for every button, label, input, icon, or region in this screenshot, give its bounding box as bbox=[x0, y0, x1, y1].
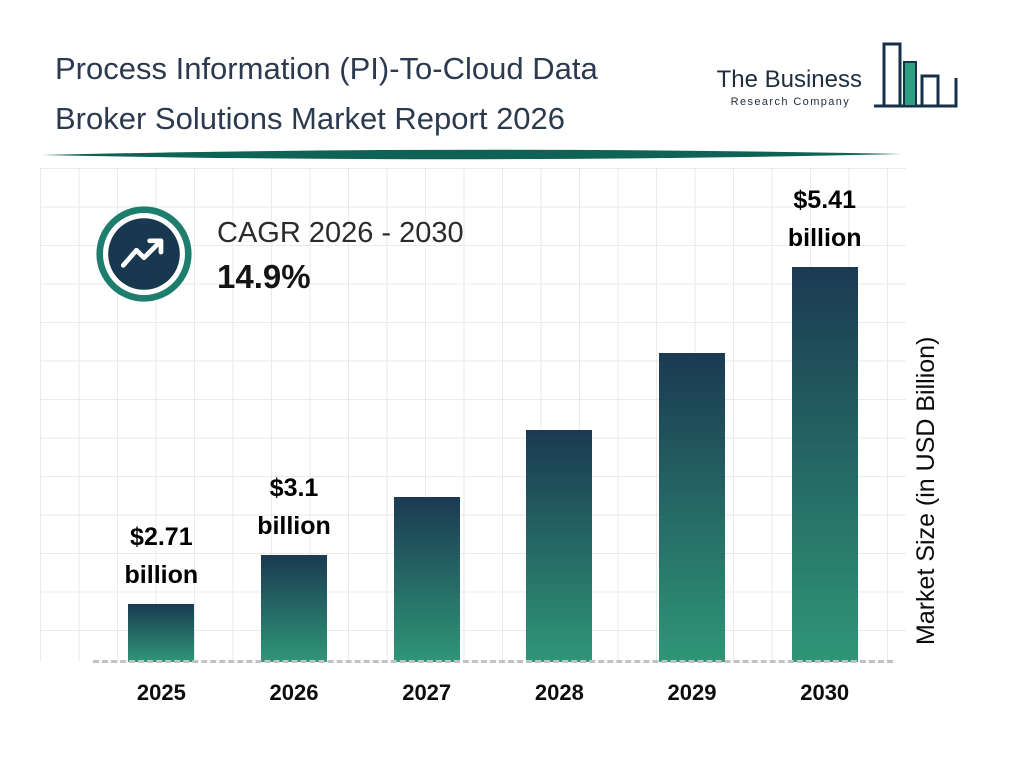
cagr-value: 14.9% bbox=[217, 258, 311, 295]
company-name: The Business bbox=[716, 66, 862, 93]
bar-chart-logo-icon bbox=[870, 40, 962, 118]
bar bbox=[791, 267, 858, 662]
x-axis-label: 2025 bbox=[136, 680, 186, 705]
cagr-label: CAGR 2026 - 2030 bbox=[217, 217, 464, 249]
company-logo-text: The Business Research Company bbox=[717, 66, 862, 108]
cagr-block: CAGR 2026 - 2030 14.9% bbox=[95, 205, 464, 308]
company-logo: The Business Research Company bbox=[717, 40, 962, 118]
bar-group: $2.71 billion bbox=[95, 182, 228, 662]
bar-group: $3.1 billion bbox=[228, 182, 361, 662]
bar-chart: $2.71 billion $3.1 billion $5.41 billion bbox=[95, 182, 891, 662]
x-axis-labels: 2025 2026 2027 2028 2029 2030 bbox=[95, 680, 891, 706]
bar bbox=[128, 604, 195, 662]
bar-value-label: $5.41 billion bbox=[787, 186, 862, 252]
page-title: Process Information (PI)-To-Cloud Data B… bbox=[55, 44, 715, 143]
x-axis-label: 2029 bbox=[667, 680, 717, 705]
bar-group bbox=[626, 182, 759, 662]
bar-group bbox=[493, 182, 626, 662]
bar bbox=[526, 430, 593, 662]
bar bbox=[393, 497, 460, 662]
x-axis-label: 2027 bbox=[402, 680, 452, 705]
page-title-line1: Process Information (PI)-To-Cloud Data bbox=[55, 51, 598, 86]
x-axis-label: 2030 bbox=[800, 680, 850, 705]
y-axis-label: Market Size (in USD Billion) bbox=[912, 336, 940, 645]
bar-group bbox=[360, 182, 493, 662]
x-axis-label: 2026 bbox=[269, 680, 319, 705]
divider-line bbox=[38, 149, 906, 163]
x-axis-label: 2028 bbox=[534, 680, 584, 705]
bar-group: $5.41 billion bbox=[758, 182, 891, 662]
page-title-line2: Broker Solutions Market Report 2026 bbox=[55, 100, 566, 136]
axis-baseline bbox=[93, 660, 893, 663]
bar-value-label: $3.1 billion bbox=[257, 474, 331, 540]
company-subtitle: Research Company bbox=[730, 96, 851, 108]
bar-value-label: $2.71 billion bbox=[124, 523, 199, 589]
cagr-text: CAGR 2026 - 2030 14.9% bbox=[217, 217, 464, 296]
bar bbox=[261, 555, 327, 662]
trend-up-icon bbox=[95, 205, 193, 308]
bar bbox=[659, 353, 726, 662]
